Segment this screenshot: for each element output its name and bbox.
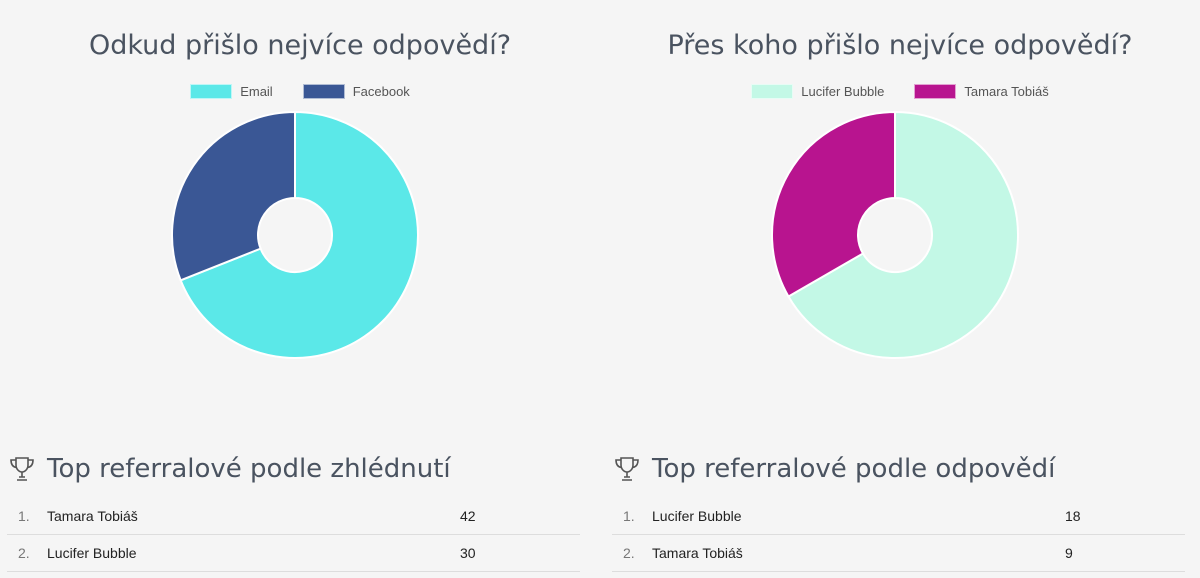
referrer-count: 9 [1065,545,1073,561]
legend-label: Tamara Tobiáš [964,84,1049,99]
source-donut-chart [171,110,419,359]
chart-title: Přes koho přišlo nejvíce odpovědí? [667,30,1133,61]
legend-swatch [190,84,233,99]
table-row: 2. Tamara Tobiáš 9 [612,535,1185,572]
legend-swatch [751,84,794,99]
list-header: Top referralové podle odpovědí [612,440,1185,498]
donut-slice-facebook[interactable] [171,110,296,282]
rank: 1. [623,508,635,524]
legend-label: Facebook [352,84,410,99]
legend-item-facebook[interactable]: Facebook [302,84,410,99]
trophy-icon [615,457,639,481]
top-referrals-by-views: Top referralové podle zhlédnutí 1. Tamar… [7,440,580,572]
rank: 2. [623,545,635,561]
referrer-count: 30 [460,545,476,561]
table-row: 1. Tamara Tobiáš 42 [7,498,580,535]
referrer-name: Lucifer Bubble [47,545,137,561]
legend-swatch [914,84,957,99]
source-chart-panel: Odkud přišlo nejvíce odpovědí? Email Fac… [0,0,600,400]
legend-item-tamara-tobias[interactable]: Tamara Tobiáš [914,84,1049,99]
rank: 2. [18,545,30,561]
trophy-icon [10,457,34,481]
chart-legend: Lucifer Bubble Tamara Tobiáš [600,84,1200,99]
donut-slice-tamara-tobi-[interactable] [771,110,896,298]
referrer-donut-chart [771,110,1019,359]
referrer-name: Tamara Tobiáš [652,545,743,561]
legend-label: Lucifer Bubble [801,84,885,99]
top-referrals-by-responses: Top referralové podle odpovědí 1. Lucife… [612,440,1185,572]
referrer-count: 18 [1065,508,1081,524]
table-row: 2. Lucifer Bubble 30 [7,535,580,572]
referrer-name: Lucifer Bubble [652,508,742,524]
legend-item-email[interactable]: Email [190,84,273,99]
list-title: Top referralové podle zhlédnutí [47,454,451,484]
list-title: Top referralové podle odpovědí [652,454,1056,484]
donut-slice-email[interactable] [179,110,419,359]
referrer-name: Tamara Tobiáš [47,508,138,524]
chart-legend: Email Facebook [0,84,600,99]
donut-slice-lucifer-bubble[interactable] [787,110,1019,359]
list-header: Top referralové podle zhlédnutí [7,440,580,498]
referrer-chart-panel: Přes koho přišlo nejvíce odpovědí? Lucif… [600,0,1200,400]
chart-title: Odkud přišlo nejvíce odpovědí? [88,30,512,61]
legend-label: Email [240,84,273,99]
rank: 1. [18,508,30,524]
legend-swatch [302,84,345,99]
referrer-count: 42 [460,508,476,524]
table-row: 1. Lucifer Bubble 18 [612,498,1185,535]
legend-item-lucifer-bubble[interactable]: Lucifer Bubble [751,84,884,99]
